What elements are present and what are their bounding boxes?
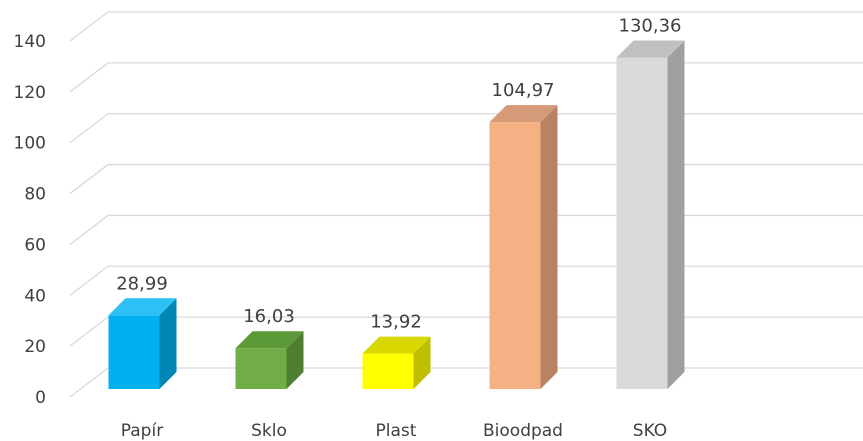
gridline-slant [69, 62, 109, 93]
bar-front [108, 315, 160, 389]
x-tick-label: Sklo [251, 421, 287, 441]
gridline-slant [69, 316, 109, 347]
bar-top [362, 336, 431, 354]
y-tick-label: 20 [24, 337, 46, 357]
bar-top [489, 105, 558, 123]
y-tick-label: 60 [24, 235, 46, 255]
gridline-slant [69, 113, 109, 144]
bar-front [362, 353, 414, 389]
bar [235, 331, 304, 389]
y-tick-label: 40 [24, 286, 46, 306]
bar-top [616, 40, 685, 58]
gridline-slant [69, 265, 109, 296]
y-tick-label: 0 [35, 388, 46, 408]
bar-side [159, 298, 177, 389]
gridline-slant [69, 214, 109, 245]
x-tick-label: SKO [633, 421, 667, 441]
gridline-slant [69, 367, 109, 398]
data-labels: 28,99 16,03 13,92 104,97 130,36 [116, 16, 681, 333]
y-tick-label: 140 [14, 32, 46, 52]
y-axis-ticks: 0 20 40 60 80 100 120 140 [14, 32, 46, 408]
bar-front [616, 57, 668, 389]
gridline-slant [69, 11, 109, 42]
data-label: 16,03 [243, 306, 295, 327]
data-label: 104,97 [492, 80, 555, 101]
x-tick-label: Papír [121, 421, 163, 441]
x-tick-label: Plast [376, 421, 417, 441]
x-axis-ticks: Papír Sklo Plast Bioodpad SKO [121, 421, 667, 441]
bar-front [235, 348, 287, 389]
bar [362, 336, 431, 389]
bar-side [413, 336, 431, 389]
gridlines [69, 11, 863, 398]
data-label: 13,92 [370, 312, 422, 333]
bar [108, 298, 177, 389]
data-label: 28,99 [116, 273, 168, 294]
y-tick-label: 120 [14, 83, 46, 103]
bar-side [667, 40, 685, 389]
y-tick-label: 80 [24, 185, 46, 205]
bar-side [540, 105, 558, 389]
gridline-slant [69, 164, 109, 195]
x-tick-label: Bioodpad [483, 421, 563, 441]
bar-front [489, 122, 541, 389]
bars [108, 40, 685, 389]
bar [489, 105, 558, 389]
bar-side [286, 331, 304, 389]
y-tick-label: 100 [14, 134, 46, 154]
bar-top [235, 331, 304, 349]
bar [616, 40, 685, 389]
bar-top [108, 298, 177, 316]
data-label: 130,36 [619, 16, 682, 37]
